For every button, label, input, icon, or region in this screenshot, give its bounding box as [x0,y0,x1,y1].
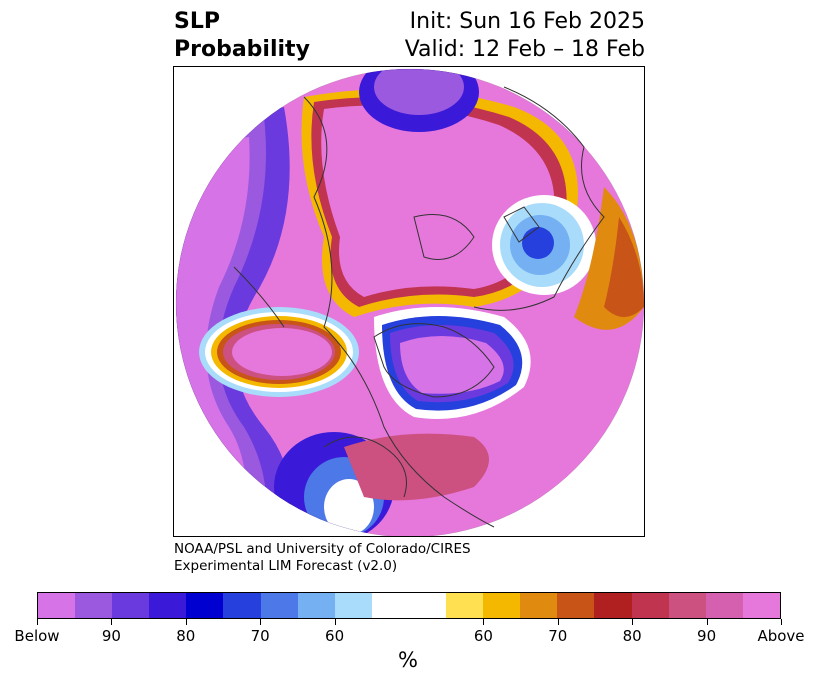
colorbar-segment [112,593,150,618]
colorbar-segment [520,593,558,618]
coastlines [233,86,605,528]
colorbar-tick [260,619,262,625]
colorbar-segment [38,593,76,618]
polar-map [173,66,645,537]
colorbar-tick [706,619,708,625]
colorbar-tick-label: 90 [697,627,717,645]
credit-text: NOAA/PSL and University of Colorado/CIRE… [174,541,471,575]
colorbar-tick [632,619,634,625]
credit-line-2: Experimental LIM Forecast (v2.0) [174,558,398,574]
colorbar-tick-label: Below [14,627,60,645]
map-title: SLP Probability [174,8,310,64]
colorbar-tick [483,619,485,625]
colorbar-tick [557,619,559,625]
colorbar-tick-label: Above [757,627,805,645]
init-date: Init: Sun 16 Feb 2025 [409,9,645,34]
colorbar-tick-label: 90 [101,627,121,645]
forecast-dates: Init: Sun 16 Feb 2025 Valid: 12 Feb – 18… [405,8,645,64]
colorbar [37,592,781,619]
colorbar-tick [334,619,336,625]
colorbar-tick-label: 80 [176,627,196,645]
colorbar-unit: % [398,648,418,672]
colorbar-tick-label: 80 [622,627,642,645]
colorbar-tick [111,619,113,625]
colorbar-tick-label: 70 [250,627,270,645]
colorbar-tick-label: 60 [325,627,345,645]
colorbar-segment [186,593,224,618]
colorbar-tick-label: 70 [548,627,568,645]
colorbar-segment [260,593,298,618]
colorbar-segment [668,593,706,618]
colorbar-segment [557,593,595,618]
probability-map-svg [175,68,644,536]
colorbar-segment [408,593,447,618]
colorbar-segment [483,593,521,618]
title-type: Probability [174,37,310,62]
valid-range: Valid: 12 Feb – 18 Feb [404,37,645,62]
title-variable: SLP [174,9,220,34]
colorbar-segment [297,593,335,618]
colorbar-segment [446,593,484,618]
colorbar-segment [742,593,780,618]
colorbar-tick [185,619,187,625]
colorbar-tick-label: 60 [473,627,493,645]
probability-field [176,69,644,536]
colorbar-segment [705,593,743,618]
colorbar-segment [371,593,409,618]
colorbar-tick [781,619,782,625]
colorbar-segment [594,593,632,618]
colorbar-tick [37,619,38,625]
colorbar-segment [631,593,669,618]
colorbar-segment [75,593,113,618]
credit-line-1: NOAA/PSL and University of Colorado/CIRE… [174,541,471,557]
colorbar-segment [149,593,187,618]
colorbar-segment [223,593,261,618]
colorbar-segment [334,593,372,618]
